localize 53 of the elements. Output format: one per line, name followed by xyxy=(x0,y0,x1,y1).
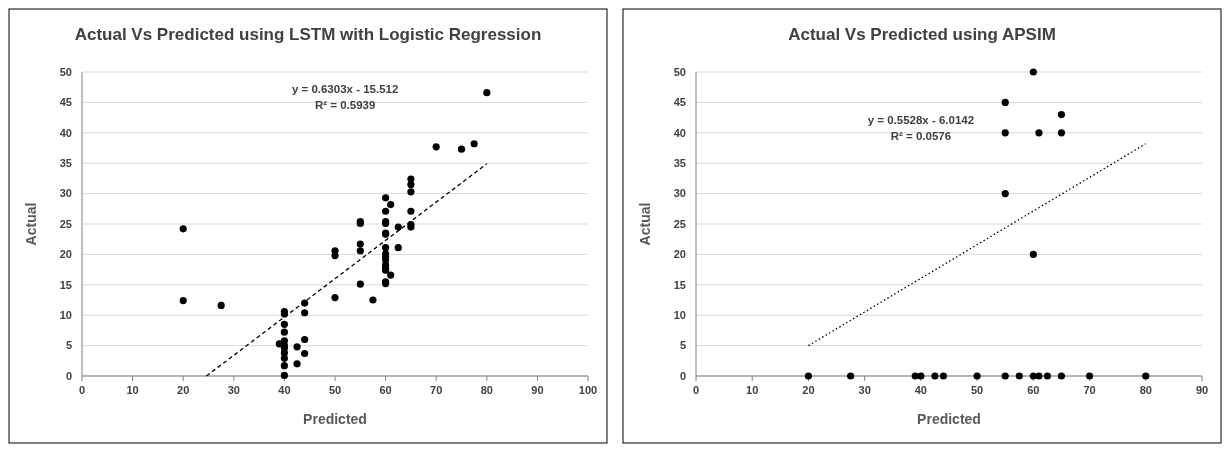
x-tick-label: 80 xyxy=(1139,384,1152,396)
x-tick-label: 40 xyxy=(914,384,928,396)
x-tick-label: 60 xyxy=(379,384,392,396)
y-tick-label: 40 xyxy=(59,126,72,139)
x-tick-label: 20 xyxy=(802,384,815,396)
x-tick-label: 10 xyxy=(126,384,139,396)
y-tick-label: 15 xyxy=(59,278,72,291)
y-axis-title: Actual xyxy=(637,202,653,246)
x-tick-label: 50 xyxy=(970,384,984,396)
y-tick-label: 50 xyxy=(673,65,686,78)
x-tick-label: 0 xyxy=(78,384,86,396)
x-tick-label: 20 xyxy=(177,384,190,396)
y-tick-label: 20 xyxy=(59,248,72,261)
annotation: y = 0.5528x - 6.0142 xyxy=(867,113,975,126)
x-tick-label: 60 xyxy=(1027,384,1040,396)
y-axis-title: Actual xyxy=(23,202,39,246)
y-tick-label: 15 xyxy=(673,278,686,291)
y-tick-label: 30 xyxy=(673,187,686,200)
x-tick-label: 50 xyxy=(328,384,342,396)
x-tick-label: 90 xyxy=(531,384,544,396)
y-tick-label: 50 xyxy=(59,65,72,78)
chart-title: Actual Vs Predicted using APSIM xyxy=(788,25,1056,44)
y-tick-label: 10 xyxy=(59,309,72,322)
y-tick-label: 40 xyxy=(673,126,686,139)
annotation: y = 0.6303x - 15.512 xyxy=(291,83,399,96)
x-tick-label: 70 xyxy=(430,384,443,396)
y-tick-label: 35 xyxy=(59,157,72,170)
y-tick-label: 10 xyxy=(673,309,686,322)
x-tick-label: 30 xyxy=(227,384,240,396)
x-tick-label: 90 xyxy=(1195,384,1209,396)
y-tick-label: 45 xyxy=(59,96,72,109)
x-axis-title: Predicted xyxy=(917,411,981,427)
x-tick-label: 80 xyxy=(480,384,493,396)
y-tick-label: 0 xyxy=(679,369,686,382)
y-tick-label: 20 xyxy=(673,248,686,261)
x-tick-label: 10 xyxy=(746,384,759,396)
x-tick-label: 100 xyxy=(578,384,598,396)
x-tick-label: 70 xyxy=(1083,384,1096,396)
y-tick-label: 5 xyxy=(679,339,686,352)
annotation: R² = 0.0576 xyxy=(890,129,952,142)
chart-title: Actual Vs Predicted using LSTM with Logistic Regression xyxy=(74,25,542,44)
x-tick-label: 30 xyxy=(858,384,871,396)
y-tick-label: 25 xyxy=(673,217,686,230)
x-tick-label: 0 xyxy=(692,384,700,396)
y-tick-label: 30 xyxy=(59,187,72,200)
annotation: R² = 0.5939 xyxy=(314,99,376,112)
y-tick-label: 45 xyxy=(673,96,686,109)
x-axis-title: Predicted xyxy=(303,411,367,427)
y-tick-label: 35 xyxy=(673,157,686,170)
y-tick-label: 5 xyxy=(65,339,72,352)
x-tick-label: 40 xyxy=(278,384,291,396)
y-tick-label: 0 xyxy=(65,369,72,382)
y-tick-label: 25 xyxy=(59,217,72,230)
